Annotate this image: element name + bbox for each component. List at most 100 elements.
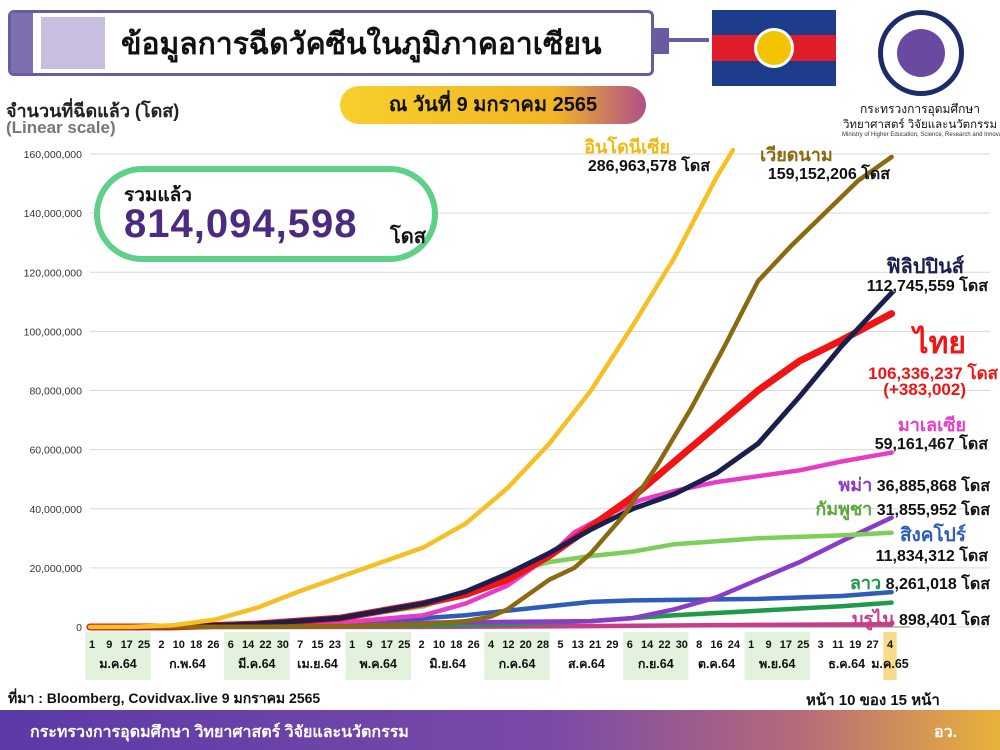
x-tick-label: 6: [228, 639, 234, 651]
x-tick-label: 4: [488, 639, 495, 651]
x-tick-label: 28: [537, 639, 549, 651]
month-band: [224, 632, 290, 680]
x-tick-label: 29: [606, 639, 618, 651]
y-tick-label: 160,000,000: [24, 149, 83, 161]
total-doses-box: รวมแล้ว 814,094,598 โดส: [94, 166, 438, 262]
x-tick-label: 17: [381, 639, 393, 651]
x-tick-label: 25: [797, 639, 809, 651]
page-number: หน้า 10 ของ 15 หน้า: [806, 692, 940, 709]
series-line-0: [87, 147, 736, 630]
x-tick-label: 6: [627, 639, 633, 651]
syringe-fluid-icon: [41, 17, 105, 69]
month-band: [293, 632, 342, 680]
footer-org-short: อว.: [934, 724, 958, 741]
x-tick-label: 5: [557, 639, 563, 651]
x-tick-label: 30: [676, 639, 688, 651]
x-tick-label: 9: [766, 639, 772, 651]
label-philippines-value: 112,745,559 โดส: [866, 278, 988, 295]
y-tick-label: 40,000,000: [29, 504, 82, 516]
x-tick-label: 3: [818, 639, 824, 651]
asean-flag-icon: [712, 10, 836, 86]
x-tick-label: 2: [419, 639, 425, 651]
y-axis-label: จำนวนที่ฉีดแล้ว (โดส): [6, 101, 180, 121]
x-tick-label: 14: [242, 639, 255, 651]
month-label: ม.ค.64: [99, 657, 136, 671]
label-cambodia: กัมพูชา 31,855,952 โดส: [815, 499, 990, 519]
date-badge: ณ วันที่ 9 มกราคม 2565: [340, 86, 646, 124]
page-title: ข้อมูลการฉีดวัคซีนในภูมิภาคอาเซียน: [121, 28, 602, 61]
month-label: ก.ค.64: [499, 657, 536, 671]
y-tick-label: 80,000,000: [29, 386, 82, 398]
month-band: [744, 632, 810, 680]
month-band: [345, 632, 411, 680]
x-tick-label: 17: [121, 639, 133, 651]
label-brunei: บรูไน 898,401 โดส: [852, 609, 990, 629]
month-label: ก.พ.64: [169, 657, 206, 671]
x-tick-label: 25: [138, 639, 150, 651]
label-malaysia-name: มาเลเซีย: [897, 415, 966, 435]
month-label: มี.ค.64: [238, 657, 275, 671]
x-tick-label: 26: [207, 639, 219, 651]
y-tick-label: 0: [76, 622, 82, 634]
y-tick-label: 20,000,000: [29, 563, 82, 575]
label-thailand-value: 106,336,237 โดส: [868, 364, 998, 383]
x-tick-label: 25: [398, 639, 410, 651]
series-line-2: [87, 290, 895, 630]
x-tick-label: 24: [728, 639, 741, 651]
x-tick-label: 16: [710, 639, 722, 651]
month-band: [883, 632, 897, 680]
total-value: 814,094,598: [124, 202, 358, 246]
month-band: [414, 632, 481, 680]
x-tick-label: 9: [106, 639, 112, 651]
x-tick-label: 1: [89, 639, 95, 651]
x-tick-label: 2: [158, 639, 164, 651]
month-label: ก.ย.64: [638, 657, 674, 671]
x-tick-label: 18: [450, 639, 462, 651]
x-tick-label: 1: [349, 639, 355, 651]
x-tick-label: 23: [329, 639, 341, 651]
label-singapore-name: สิงคโปร์: [899, 525, 966, 546]
label-indonesia-value: 286,963,578 โดส: [587, 158, 710, 175]
ministry-name-en: Ministry of Higher Education, Science, R…: [842, 132, 1000, 138]
ministry-name-th: กระทรวงการอุดมศึกษา: [860, 102, 980, 116]
title-banner: ข้อมูลการฉีดวัคซีนในภูมิภาคอาเซียน: [8, 10, 654, 76]
y-tick-label: 120,000,000: [24, 267, 83, 279]
x-tick-label: 11: [832, 639, 844, 651]
footer-org: กระทรวงการอุดมศึกษา วิทยาศาสตร์ วิจัยและ…: [30, 724, 409, 741]
month-band: [85, 632, 151, 680]
x-tick-label: 9: [367, 639, 373, 651]
month-band: [623, 632, 689, 680]
x-tick-label: 7: [297, 639, 303, 651]
month-label: พ.ค.64: [360, 657, 397, 671]
month-band: [553, 632, 620, 680]
month-label: ม.ค.65: [871, 657, 908, 671]
footer-bar: กระทรวงการอุดมศึกษา วิทยาศาสตร์ วิจัยและ…: [0, 710, 1000, 750]
month-band: [813, 632, 880, 680]
month-label: ต.ค.64: [698, 657, 735, 671]
x-tick-label: 20: [520, 639, 532, 651]
x-tick-label: 17: [780, 639, 792, 651]
label-thailand-increase: (+383,002): [883, 380, 966, 399]
scale-note: (Linear scale): [6, 118, 116, 137]
x-tick-label: 15: [311, 639, 323, 651]
ministry-seal-icon: [878, 10, 964, 96]
x-tick-label: 8: [696, 639, 702, 651]
series-line-1: [87, 154, 894, 630]
x-tick-label: 19: [849, 639, 861, 651]
x-tick-label: 14: [641, 639, 654, 651]
label-philippines-name: ฟิลิปปินส์: [886, 256, 964, 278]
y-tick-label: 100,000,000: [24, 326, 83, 338]
x-tick-label: 1: [748, 639, 754, 651]
total-unit: โดส: [390, 226, 426, 248]
x-tick-label: 4: [887, 639, 894, 651]
x-tick-label: 22: [259, 639, 271, 651]
month-label: ธ.ค.64: [828, 657, 865, 671]
label-indonesia-name: อินโดนีเซีย: [584, 137, 670, 157]
syringe-plunger-icon: [11, 13, 33, 73]
label-singapore-value: 11,834,312 โดส: [875, 548, 988, 565]
month-label: มิ.ย.64: [429, 657, 465, 671]
syringe-needle-icon: [669, 38, 709, 42]
x-tick-label: 26: [468, 639, 480, 651]
ministry-name-th-2: วิทยาศาสตร์ วิจัยและนวัตกรรม: [842, 119, 998, 131]
